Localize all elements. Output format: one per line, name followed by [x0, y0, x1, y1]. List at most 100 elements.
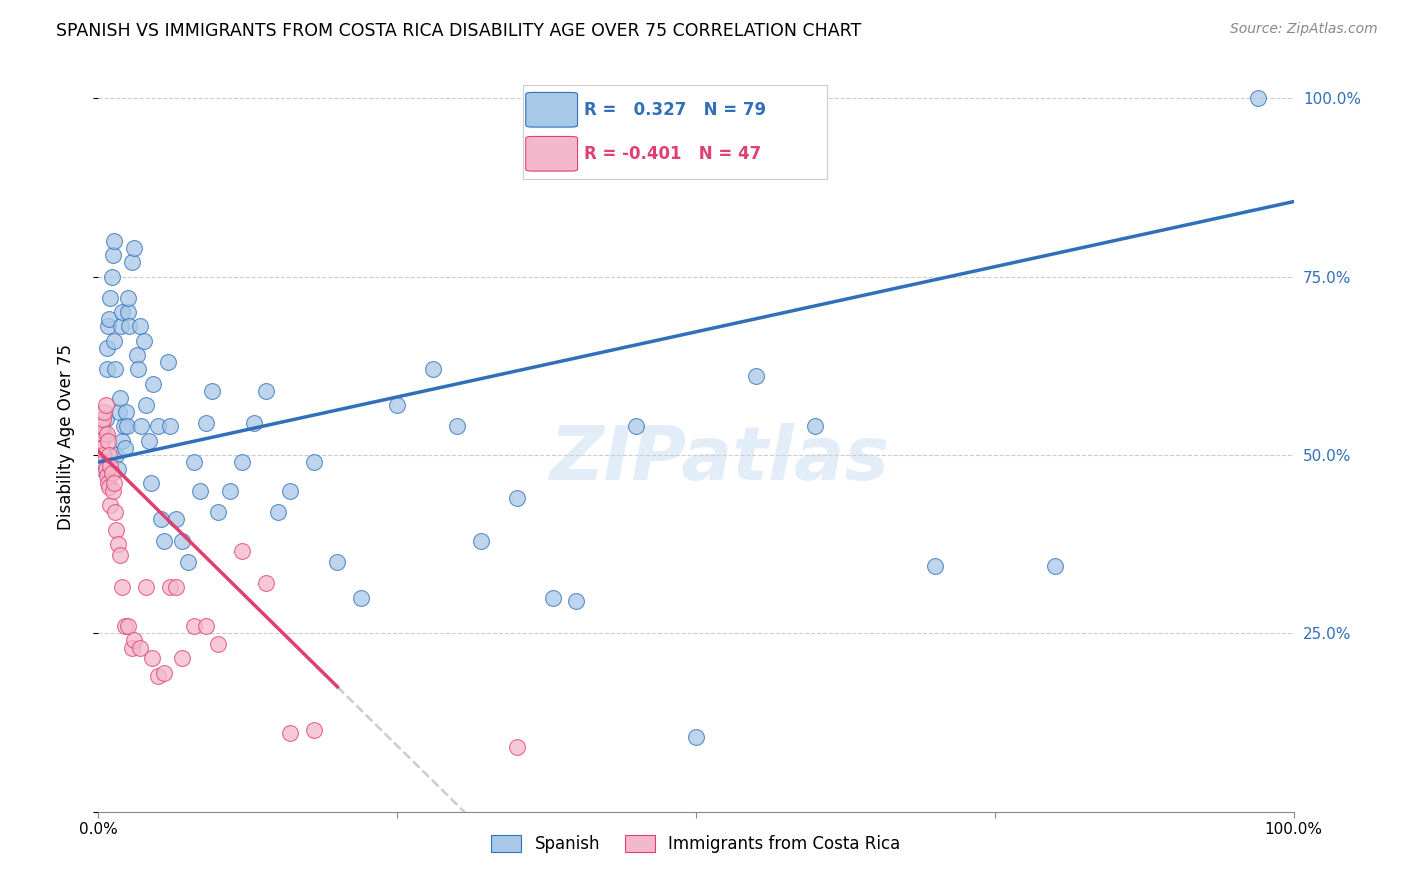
Point — [103, 334, 125, 348]
Point — [243, 416, 266, 430]
Point — [107, 537, 129, 551]
Point — [207, 637, 229, 651]
Point — [90, 441, 112, 455]
Point — [111, 434, 134, 448]
Point — [1247, 91, 1270, 105]
Point — [103, 476, 125, 491]
Point — [804, 419, 827, 434]
Point — [156, 355, 179, 369]
Point — [90, 441, 112, 455]
Point — [231, 544, 253, 558]
Point — [422, 362, 444, 376]
Point — [108, 391, 131, 405]
Text: SPANISH VS IMMIGRANTS FROM COSTA RICA DISABILITY AGE OVER 75 CORRELATION CHART: SPANISH VS IMMIGRANTS FROM COSTA RICA DI… — [56, 22, 862, 40]
Point — [98, 480, 121, 494]
Point — [385, 398, 409, 412]
Point — [100, 269, 122, 284]
Point — [129, 319, 152, 334]
Point — [91, 462, 114, 476]
Point — [183, 619, 205, 633]
Point — [101, 248, 124, 262]
Point — [97, 476, 120, 491]
Point — [104, 505, 127, 519]
Point — [110, 319, 132, 334]
Point — [114, 619, 136, 633]
Point — [159, 580, 181, 594]
Point — [111, 305, 134, 319]
Point — [98, 291, 122, 305]
Point — [470, 533, 492, 548]
Point — [207, 505, 229, 519]
Legend: Spanish, Immigrants from Costa Rica: Spanish, Immigrants from Costa Rica — [485, 828, 907, 860]
Point — [153, 665, 176, 680]
Point — [93, 455, 115, 469]
Point — [89, 448, 111, 462]
Point — [131, 419, 153, 434]
Point — [90, 426, 112, 441]
Point — [121, 255, 143, 269]
Point — [98, 312, 121, 326]
Point — [153, 533, 176, 548]
Point — [94, 462, 117, 476]
Point — [121, 640, 143, 655]
Point — [626, 419, 648, 434]
Point — [142, 376, 165, 391]
Point — [254, 384, 277, 398]
Point — [201, 384, 224, 398]
Point — [506, 491, 529, 505]
Point — [541, 591, 564, 605]
Point — [138, 434, 160, 448]
Point — [112, 419, 135, 434]
Point — [115, 419, 138, 434]
Text: Source: ZipAtlas.com: Source: ZipAtlas.com — [1230, 22, 1378, 37]
Point — [148, 669, 170, 683]
Point — [254, 576, 277, 591]
Point — [98, 498, 122, 512]
Point — [127, 362, 149, 376]
Point — [924, 558, 946, 573]
Point — [105, 523, 128, 537]
Point — [302, 723, 325, 737]
Point — [96, 426, 118, 441]
Point — [98, 448, 121, 462]
Point — [91, 441, 114, 455]
Point — [94, 412, 117, 426]
Point — [114, 441, 136, 455]
Point — [139, 476, 162, 491]
Point — [91, 412, 114, 426]
Point — [91, 448, 114, 462]
Point — [195, 416, 218, 430]
Point — [1043, 558, 1066, 573]
Point — [326, 555, 349, 569]
Point — [267, 505, 290, 519]
Point — [565, 594, 588, 608]
Point — [148, 419, 170, 434]
Point — [115, 405, 138, 419]
Point — [132, 334, 155, 348]
Point — [125, 348, 148, 362]
Point — [94, 398, 117, 412]
Point — [506, 740, 529, 755]
Point — [124, 633, 146, 648]
Point — [124, 241, 146, 255]
Text: ZIPatlas: ZIPatlas — [550, 423, 890, 496]
Point — [745, 369, 768, 384]
Point — [96, 469, 118, 483]
Point — [219, 483, 242, 498]
Point — [117, 291, 139, 305]
Point — [177, 555, 200, 569]
Point — [105, 448, 128, 462]
Point — [446, 419, 468, 434]
Point — [183, 455, 205, 469]
Point — [172, 533, 194, 548]
Point — [195, 619, 218, 633]
Point — [103, 234, 125, 248]
Point — [96, 341, 118, 355]
Point — [91, 455, 114, 469]
Point — [685, 730, 707, 744]
Point — [93, 405, 115, 419]
Point — [141, 651, 163, 665]
Point — [108, 548, 131, 562]
Point — [278, 726, 301, 740]
Point — [149, 512, 172, 526]
